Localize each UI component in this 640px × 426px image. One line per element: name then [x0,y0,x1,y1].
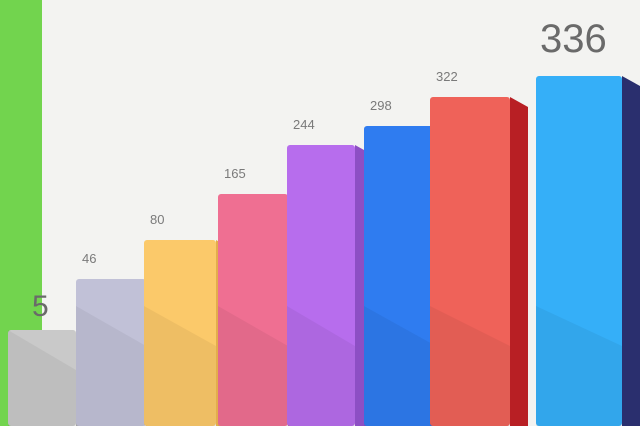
bar-1 [8,330,76,426]
value-label-2: 46 [82,251,96,266]
value-label-3: 80 [150,212,164,227]
bar-group-8 [536,76,640,426]
bar-shadow-6 [364,306,436,426]
bar-6 [364,126,436,426]
bar-shadow-1 [8,330,76,426]
bar-2 [76,279,146,426]
bar-3 [144,240,216,426]
value-label-5: 244 [293,117,315,132]
bar-shadow-7 [430,306,510,426]
bar-group-5 [287,145,373,426]
bar-shadow-2 [76,306,146,426]
bar-group-2 [76,279,164,426]
bar-4 [218,194,288,426]
bar-shadow-3 [144,306,216,426]
value-label-1: 5 [32,290,49,323]
bar-side-8 [622,76,640,426]
bar-8 [536,76,622,426]
value-label-8: 336 [540,17,607,61]
value-label-6: 298 [370,98,392,113]
bar-group-7 [430,97,528,426]
value-label-4: 165 [224,166,246,181]
bar-shadow-4 [218,306,288,426]
value-label-7: 322 [436,69,458,84]
bar-5 [287,145,355,426]
bar-7 [430,97,510,426]
bar-shadow-5 [287,306,355,426]
bar-shadow-8 [536,306,622,426]
bar-side-7 [510,97,528,426]
